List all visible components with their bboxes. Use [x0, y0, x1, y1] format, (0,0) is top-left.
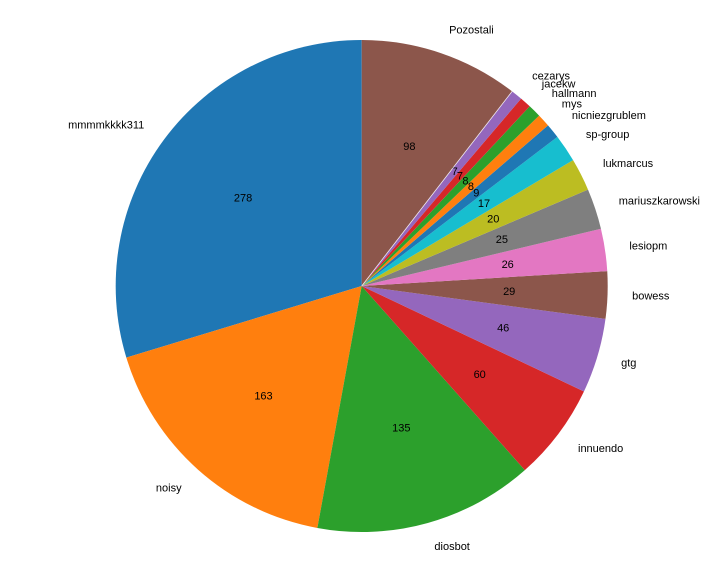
svg-text:mmmmkkkk311: mmmmkkkk311	[68, 119, 144, 131]
svg-text:mys: mys	[562, 98, 583, 110]
svg-text:20: 20	[487, 214, 499, 226]
svg-text:7: 7	[457, 170, 463, 182]
svg-text:17: 17	[478, 198, 490, 210]
svg-text:innuendo: innuendo	[578, 443, 623, 455]
svg-text:9: 9	[473, 188, 479, 200]
svg-text:cezarys: cezarys	[532, 70, 570, 82]
svg-text:mariuszkarowski: mariuszkarowski	[619, 196, 700, 208]
svg-text:29: 29	[503, 286, 515, 298]
svg-text:jacekw: jacekw	[541, 79, 576, 91]
svg-text:98: 98	[403, 141, 415, 153]
svg-text:hallmann: hallmann	[552, 88, 597, 100]
svg-text:278: 278	[234, 193, 252, 205]
svg-text:60: 60	[474, 369, 486, 381]
svg-text:nicniezgrublem: nicniezgrublem	[572, 110, 646, 122]
svg-text:gtg: gtg	[621, 358, 636, 370]
svg-text:noisy: noisy	[156, 482, 182, 494]
svg-text:sp-group: sp-group	[586, 129, 629, 141]
svg-text:bowess: bowess	[632, 291, 670, 303]
svg-text:26: 26	[502, 259, 514, 271]
svg-text:46: 46	[497, 323, 509, 335]
svg-text:163: 163	[254, 391, 272, 403]
svg-text:diosbot: diosbot	[434, 541, 469, 553]
svg-text:135: 135	[392, 423, 410, 435]
svg-text:Pozostali: Pozostali	[449, 24, 494, 36]
svg-text:25: 25	[496, 234, 508, 246]
svg-text:lukmarcus: lukmarcus	[603, 158, 654, 170]
svg-text:7: 7	[452, 166, 458, 178]
svg-text:8: 8	[468, 181, 474, 193]
svg-text:8: 8	[462, 175, 468, 187]
svg-text:lesiopm: lesiopm	[629, 241, 667, 253]
